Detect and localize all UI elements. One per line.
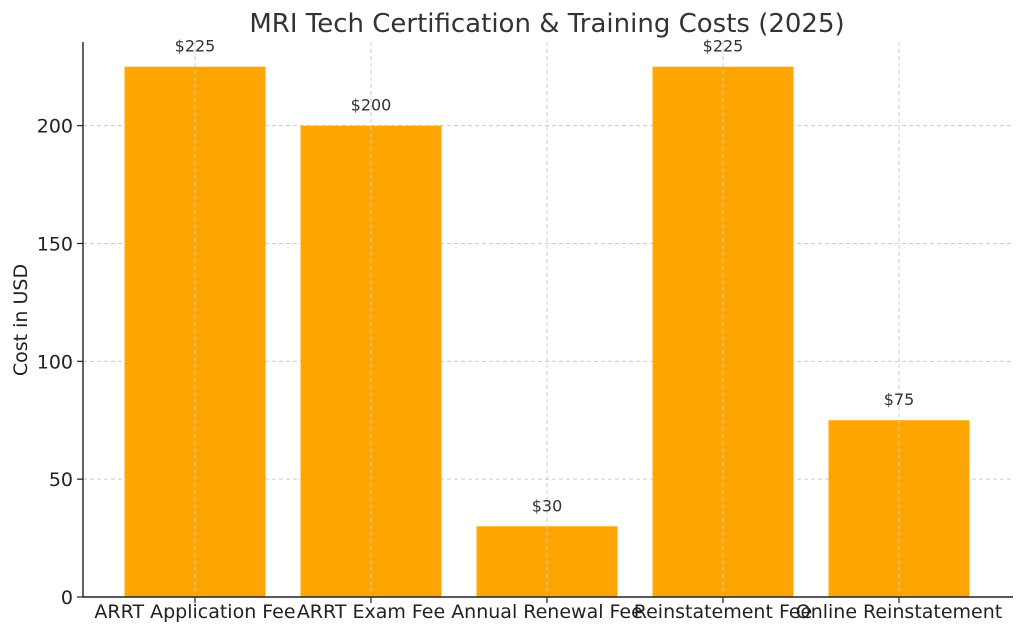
bar-value-label: $75 [884,390,915,409]
bar-value-label: $225 [703,37,744,56]
y-axis-label: Cost in USD [10,264,32,376]
y-tick-label: 150 [37,233,73,255]
y-tick-label: 200 [37,116,73,138]
x-tick-label: Online Reinstatement [796,601,1003,623]
bar-value-label: $30 [532,496,563,515]
y-tick-label: 0 [61,587,73,609]
y-tick-label: 50 [49,469,73,491]
y-tick-label: 100 [37,351,73,373]
chart-title: MRI Tech Certification & Training Costs … [249,9,844,39]
x-tick-label: Reinstatement Fee [634,601,813,623]
x-axis-ticks: ARRT Application Fee ARRT Exam Fee Annual … [94,597,1002,623]
y-axis-ticks: 0 50 100 150 200 [37,116,83,609]
x-tick-label: ARRT Application Fee [94,601,295,623]
bars [124,42,970,598]
x-tick-label: Annual Renewal Fee [451,601,643,623]
bar-value-label: $225 [175,37,216,56]
data-labels: $225 $200 $30 $225 $75 [175,37,915,516]
x-tick-label: ARRT Exam Fee [297,601,445,623]
bar-value-label: $200 [351,96,392,115]
